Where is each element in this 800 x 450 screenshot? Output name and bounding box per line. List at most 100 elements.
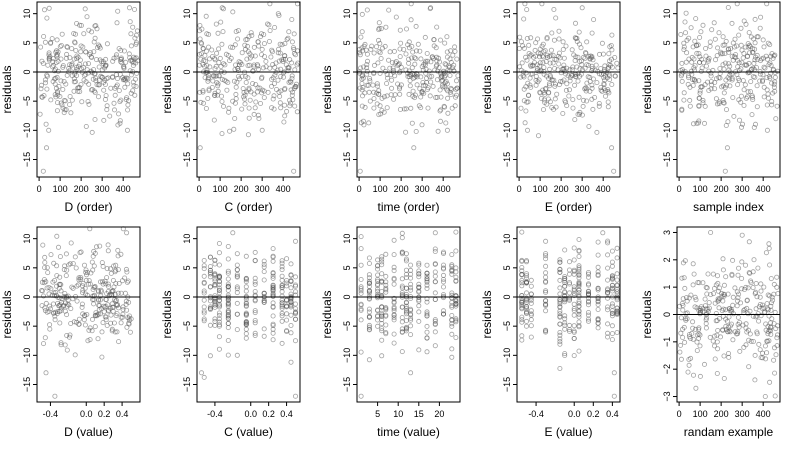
data-point	[687, 97, 693, 103]
data-point	[595, 299, 601, 305]
y-tick-label: −10	[22, 123, 32, 138]
data-point	[50, 79, 56, 85]
data-point	[108, 320, 114, 326]
data-point	[697, 54, 703, 60]
data-point	[198, 370, 204, 376]
data-point	[99, 260, 105, 266]
data-point	[614, 305, 620, 311]
data-point	[243, 335, 249, 341]
data-point	[524, 318, 530, 324]
data-point	[715, 273, 721, 279]
data-point	[543, 308, 549, 314]
data-point	[197, 145, 203, 151]
data-point	[528, 277, 534, 283]
data-point	[53, 85, 59, 91]
data-point	[47, 303, 53, 309]
data-point	[41, 293, 47, 299]
data-point	[422, 83, 428, 89]
data-point	[724, 318, 730, 324]
data-point	[586, 302, 592, 308]
data-point	[453, 319, 459, 325]
data-point	[522, 120, 528, 126]
data-point	[443, 120, 449, 126]
data-point	[282, 41, 288, 47]
data-point	[612, 55, 618, 61]
y-tick-label: 10	[342, 9, 352, 19]
data-point	[78, 49, 84, 55]
data-point	[92, 313, 98, 319]
data-point	[270, 321, 276, 327]
data-point	[432, 279, 438, 285]
data-point	[589, 68, 595, 74]
data-point	[45, 62, 51, 68]
data-point	[713, 310, 719, 316]
data-point	[742, 82, 748, 88]
data-point	[406, 45, 412, 51]
data-point	[125, 102, 131, 108]
data-point	[118, 56, 124, 62]
data-point	[524, 7, 530, 13]
data-point	[736, 32, 742, 38]
data-point	[754, 104, 760, 110]
data-point	[261, 41, 267, 47]
data-point	[571, 284, 577, 290]
data-point	[379, 337, 385, 343]
data-point	[367, 78, 373, 84]
data-point	[87, 337, 93, 343]
data-point	[375, 60, 381, 66]
data-point	[127, 5, 133, 11]
data-point	[408, 295, 414, 301]
data-point	[239, 50, 245, 56]
plot-frame	[356, 1, 461, 178]
data-point	[399, 349, 405, 355]
data-point	[760, 37, 766, 43]
data-point	[703, 63, 709, 69]
data-point	[696, 51, 702, 57]
data-point	[440, 249, 446, 255]
data-point	[88, 68, 94, 74]
data-point	[528, 84, 534, 90]
data-point	[595, 287, 601, 293]
data-point	[694, 305, 700, 311]
data-point	[603, 88, 609, 94]
data-point	[200, 45, 206, 51]
data-point	[605, 334, 611, 340]
y-tick-label: 0	[502, 69, 512, 74]
data-point	[587, 88, 593, 94]
data-point	[571, 306, 577, 312]
y-tick-label: 10	[342, 234, 352, 244]
data-point	[100, 320, 106, 326]
data-point	[543, 253, 549, 259]
data-point	[408, 311, 414, 317]
data-point	[716, 305, 722, 311]
data-point	[715, 280, 721, 286]
data-point	[562, 274, 568, 280]
data-point	[380, 65, 386, 71]
data-point	[453, 335, 459, 341]
data-point	[571, 293, 577, 299]
data-point	[364, 71, 370, 77]
data-point	[442, 72, 448, 78]
data-point	[225, 309, 231, 315]
data-point	[74, 283, 80, 289]
data-point	[703, 284, 709, 290]
data-point	[123, 266, 129, 272]
data-point	[398, 82, 404, 88]
data-point	[201, 374, 207, 380]
data-point	[767, 75, 773, 81]
y-tick-label: 0	[662, 312, 672, 317]
data-point	[292, 338, 298, 344]
data-point	[358, 349, 364, 355]
y-tick-label: −10	[502, 123, 512, 138]
data-point	[240, 86, 246, 92]
data-point	[517, 64, 523, 70]
data-point	[231, 78, 237, 84]
data-point	[243, 277, 249, 283]
data-point	[44, 309, 50, 315]
data-point	[556, 36, 562, 42]
y-tick-label: −5	[182, 321, 192, 331]
data-point	[225, 270, 231, 276]
data-point	[254, 89, 260, 95]
data-point	[440, 272, 446, 278]
